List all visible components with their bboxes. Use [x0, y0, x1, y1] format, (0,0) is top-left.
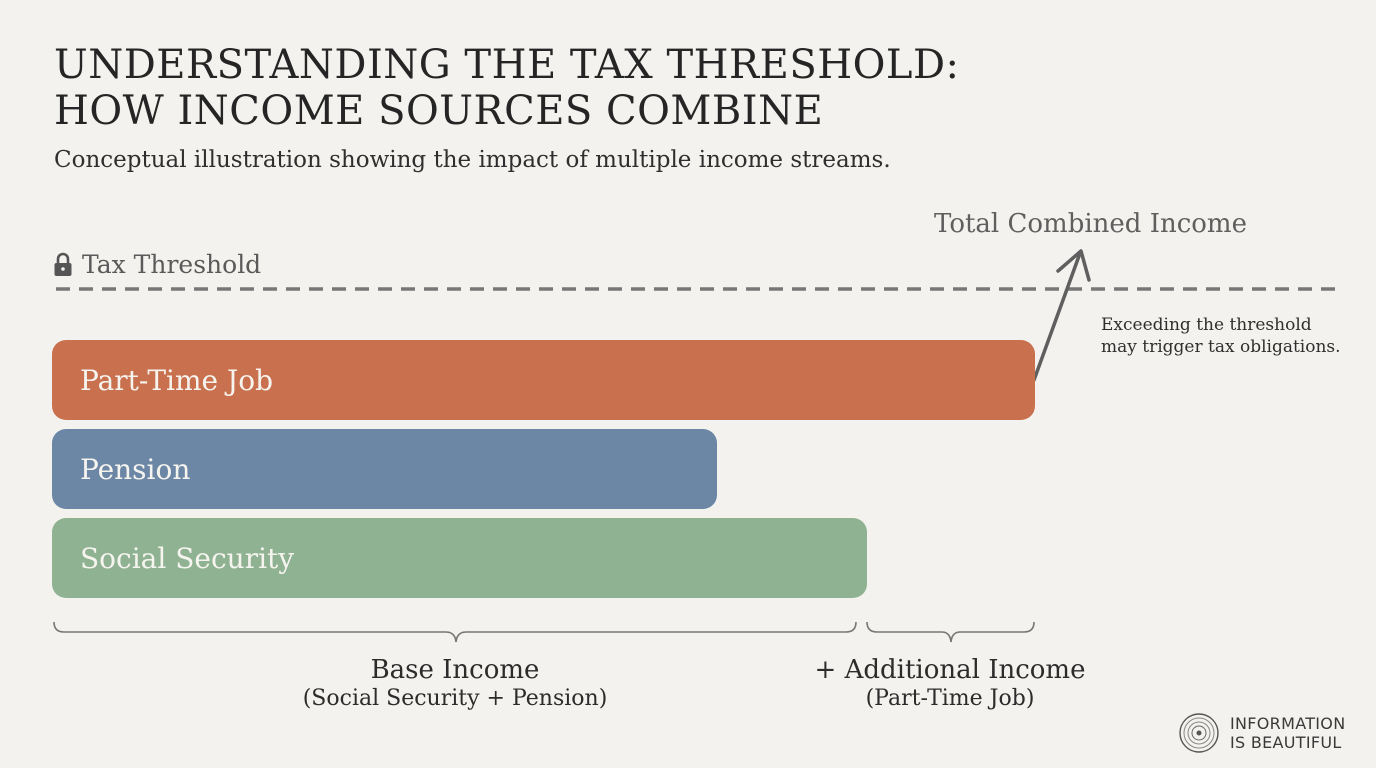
title-line-1: UNDERSTANDING THE TAX THRESHOLD: — [54, 42, 960, 88]
page-subtitle: Conceptual illustration showing the impa… — [54, 147, 891, 173]
note-line-2: may trigger tax obligations. — [1101, 337, 1341, 357]
pension-bar: Pension — [52, 429, 717, 509]
brand-logo: INFORMATION IS BEAUTIFUL — [1178, 712, 1345, 754]
part-time-job-bar: Part-Time Job — [52, 340, 1035, 420]
additional-income-sub: (Part-Time Job) — [865, 686, 1035, 711]
base-income-brace — [53, 621, 857, 643]
base-income-label: Base Income (Social Security + Pension) — [255, 655, 655, 713]
note-line-1: Exceeding the threshold — [1101, 315, 1312, 335]
base-income-sub: (Social Security + Pension) — [302, 686, 608, 711]
base-income-title: Base Income — [370, 655, 540, 685]
pension-label: Pension — [80, 452, 191, 486]
additional-income-brace — [866, 621, 1035, 643]
tax-threshold-text: Tax Threshold — [82, 250, 262, 279]
brand-line-2: IS BEAUTIFUL — [1230, 733, 1342, 752]
page-title: UNDERSTANDING THE TAX THRESHOLD: HOW INC… — [54, 42, 960, 134]
tax-threshold-label: Tax Threshold — [52, 250, 261, 279]
part-time-job-label: Part-Time Job — [80, 363, 274, 397]
additional-income-title: + Additional Income — [814, 655, 1086, 685]
social-security-label: Social Security — [80, 541, 295, 575]
total-combined-income-label: Total Combined Income — [934, 209, 1247, 239]
social-security-bar: Social Security — [52, 518, 867, 598]
brand-line-1: INFORMATION — [1230, 714, 1346, 733]
lock-icon — [54, 252, 72, 276]
title-line-2: HOW INCOME SOURCES COMBINE — [54, 88, 824, 134]
additional-income-label: + Additional Income (Part-Time Job) — [800, 655, 1100, 713]
brand-text: INFORMATION IS BEAUTIFUL — [1230, 714, 1345, 752]
record-logo-icon — [1179, 713, 1219, 753]
threshold-note: Exceeding the threshold may trigger tax … — [1101, 314, 1341, 358]
arrow-up-right-icon — [1032, 249, 1091, 382]
